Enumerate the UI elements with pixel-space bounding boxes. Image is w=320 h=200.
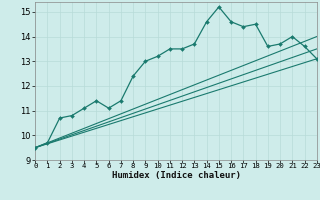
X-axis label: Humidex (Indice chaleur): Humidex (Indice chaleur) (111, 171, 241, 180)
